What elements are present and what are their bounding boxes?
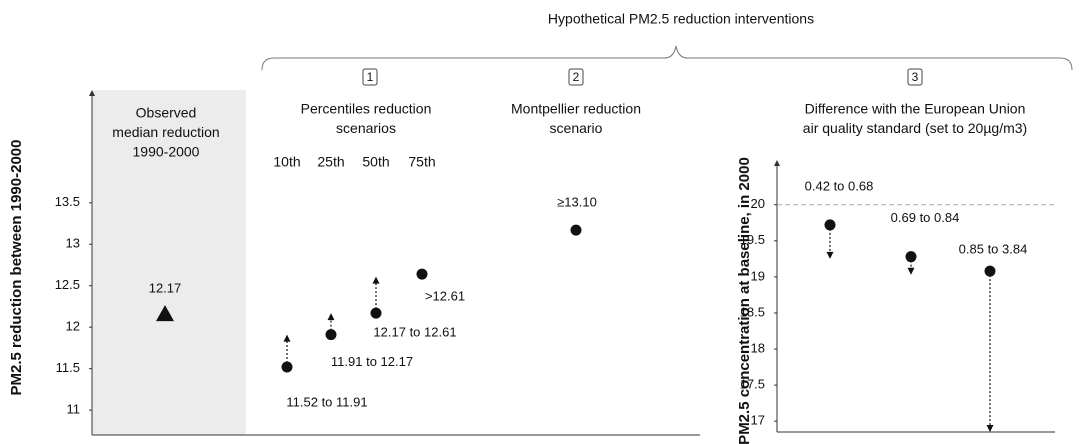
- category-label: 75th: [408, 154, 435, 170]
- brace: [261, 45, 1073, 71]
- point: [281, 361, 293, 373]
- value-label: 12.17: [149, 281, 182, 296]
- group-number: 2: [573, 70, 580, 84]
- arrow-head: [986, 425, 994, 432]
- figure-title: Hypothetical PM2.5 reduction interventio…: [548, 11, 814, 27]
- group-heading: Montpellier reduction: [511, 101, 641, 117]
- arrow-head: [327, 313, 335, 321]
- y-tick-label: 13.5: [55, 194, 80, 209]
- category-label: 10th: [273, 154, 300, 170]
- group-heading: scenario: [550, 120, 603, 136]
- y-tick-label: 13: [66, 236, 80, 251]
- point: [570, 224, 582, 236]
- group-heading: 1990-2000: [133, 144, 200, 160]
- shaded-region: [92, 90, 246, 435]
- group-heading: air quality standard (set to 20µg/m3): [803, 120, 1027, 136]
- value-label: 0.69 to 0.84: [891, 210, 960, 225]
- group-heading: Percentiles reduction: [301, 101, 432, 117]
- group-heading: median reduction: [112, 124, 219, 140]
- number-box: [907, 68, 923, 86]
- point: [824, 219, 836, 231]
- category-label: 50th: [362, 154, 389, 170]
- number-box: [568, 68, 584, 86]
- group-number: 1: [367, 70, 374, 84]
- arrow-head: [283, 334, 291, 342]
- y-tick-label: 18.5: [740, 304, 765, 319]
- point: [370, 307, 382, 319]
- number-box: [362, 68, 378, 86]
- y-tick-label: 18: [751, 340, 765, 355]
- y-tick-label: 20: [751, 196, 765, 211]
- y-tick-label: 17.5: [740, 377, 765, 392]
- value-label: 11.91 to 12.17: [331, 354, 413, 369]
- value-label: 0.85 to 3.84: [959, 242, 1028, 257]
- value-label: ≥13.10: [557, 195, 597, 210]
- y-tick-label: 17: [751, 413, 765, 428]
- y-axis-arrow: [774, 160, 780, 166]
- point: [325, 329, 337, 341]
- point: [984, 265, 996, 277]
- group-heading: scenarios: [336, 120, 396, 136]
- value-label: 11.52 to 11.91: [286, 394, 367, 409]
- arrow-head: [372, 276, 380, 284]
- y-tick-label: 11: [67, 402, 81, 417]
- y-tick-label: 12.5: [55, 277, 80, 292]
- arrow-head: [826, 251, 834, 259]
- y-tick-label: 19: [751, 268, 765, 283]
- group-heading: Difference with the European Union: [805, 101, 1026, 117]
- arrow-head: [907, 267, 915, 275]
- value-label: 12.17 to 12.61: [373, 325, 456, 340]
- group-number: 3: [912, 70, 919, 84]
- y-tick-label: 12: [66, 319, 80, 334]
- y-tick-label: 19.5: [740, 232, 765, 247]
- y-axis-label: PM2.5 reduction between 1990-2000: [8, 140, 25, 396]
- value-label: 0.42 to 0.68: [805, 178, 874, 193]
- point: [416, 268, 428, 280]
- y-axis-label: PM2.5 concentration at baseline, in 2000: [736, 157, 753, 444]
- value-label: >12.61: [425, 289, 465, 304]
- y-axis-arrow: [89, 90, 95, 96]
- point: [905, 251, 917, 263]
- group-heading: Observed: [136, 105, 197, 121]
- point: [156, 305, 174, 322]
- y-tick-label: 11.5: [56, 360, 80, 375]
- category-label: 25th: [317, 154, 344, 170]
